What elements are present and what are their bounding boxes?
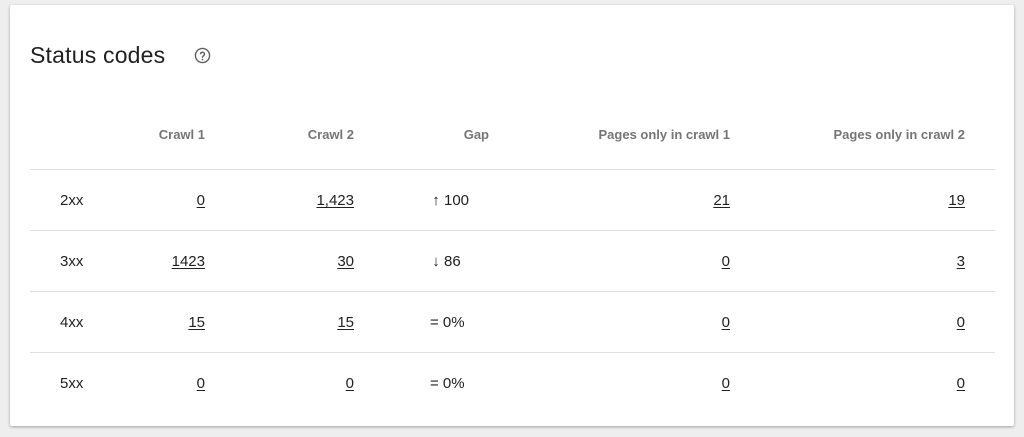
status-code-label: 3xx [30, 230, 110, 292]
table-row: 2xx 0 1,423 ↑ 100 21 19 [30, 169, 995, 231]
gap-text: 86 [444, 252, 461, 270]
crawl-2-count-link[interactable]: 15 [337, 313, 354, 331]
pages-only-crawl-1-link[interactable]: 0 [721, 313, 730, 331]
arrow-down-icon: ↓ [432, 252, 440, 270]
gap-value: = 0% [354, 291, 489, 353]
pages-only-crawl-1-link[interactable]: 21 [713, 191, 730, 209]
pages-only-crawl-2-link[interactable]: 0 [956, 374, 965, 392]
gap-value: = 0% [354, 353, 489, 414]
gap-value: ↑ 100 [354, 169, 489, 231]
pages-only-crawl-2-link[interactable]: 19 [948, 191, 965, 209]
status-codes-card: Status codes Crawl 1 Crawl 2 Gap Pages o… [10, 5, 1014, 426]
arrow-up-icon: ↑ [432, 191, 440, 209]
gap-text: = 0% [430, 313, 465, 331]
table-row: 3xx 1423 30 ↓ 86 0 3 [30, 230, 995, 292]
status-codes-table: Crawl 1 Crawl 2 Gap Pages only in crawl … [30, 100, 995, 413]
status-code-label: 4xx [30, 291, 110, 353]
header-pages-only-crawl-2: Pages only in crawl 2 [730, 100, 995, 170]
crawl-1-count-link[interactable]: 0 [196, 374, 205, 392]
crawl-1-count-link[interactable]: 0 [196, 191, 205, 209]
header-code [30, 100, 110, 170]
header-crawl-2: Crawl 2 [205, 100, 354, 170]
table-header-row: Crawl 1 Crawl 2 Gap Pages only in crawl … [30, 100, 995, 170]
status-code-label: 5xx [60, 374, 84, 392]
header-pages-only-crawl-1: Pages only in crawl 1 [489, 100, 730, 170]
gap-text: = 0% [430, 374, 465, 392]
card-title: Status codes [30, 42, 166, 68]
pages-only-crawl-1-link[interactable]: 0 [721, 252, 730, 270]
pages-only-crawl-1-link[interactable]: 0 [721, 374, 730, 392]
gap-value: ↓ 86 [354, 230, 489, 292]
crawl-1-count-link[interactable]: 15 [188, 313, 205, 331]
pages-only-crawl-2-link[interactable]: 0 [956, 313, 965, 331]
crawl-1-count-link[interactable]: 1423 [171, 252, 205, 270]
header-crawl-1: Crawl 1 [110, 100, 205, 170]
header-gap: Gap [354, 100, 489, 170]
crawl-2-count-link[interactable]: 30 [337, 252, 354, 270]
table-row: 4xx 15 15 = 0% 0 0 [30, 291, 995, 353]
crawl-2-count-link[interactable]: 0 [345, 374, 354, 392]
crawl-2-count-link[interactable]: 1,423 [316, 191, 354, 209]
pages-only-crawl-2-link[interactable]: 3 [956, 252, 965, 270]
table-row: 5xx 0 0 = 0% 0 0 [30, 353, 995, 414]
status-code-label: 2xx [30, 169, 110, 231]
gap-text: 100 [444, 191, 470, 209]
help-circle-icon[interactable] [194, 47, 211, 64]
